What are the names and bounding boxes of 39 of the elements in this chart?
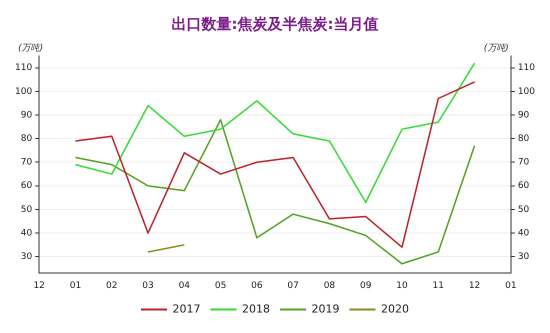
y-tick-label: 100	[14, 86, 32, 97]
x-tick-label: 12	[468, 280, 480, 291]
legend-label: 2017	[172, 302, 201, 316]
y-tick-label: 80	[20, 134, 32, 144]
y-tick-label: 90	[20, 110, 32, 120]
x-tick-label: 02	[106, 280, 118, 291]
y-tick-label: 40	[20, 228, 32, 238]
y2-tick-label: 30	[518, 252, 530, 262]
y-axis-title: (万吨)	[18, 42, 44, 54]
y-tick-label: 30	[20, 252, 32, 262]
x-tick-label: 06	[251, 280, 263, 291]
x-tick-label: 01	[505, 280, 517, 291]
y2-tick-label: 90	[518, 110, 530, 120]
x-tick-label: 11	[432, 280, 444, 291]
y2-axis-title: (万吨)	[484, 42, 509, 54]
x-tick-label: 04	[178, 280, 190, 291]
y-tick-label: 110	[14, 63, 32, 74]
y2-tick-label: 50	[518, 204, 530, 215]
x-tick-label: 07	[287, 280, 299, 291]
legend-label: 2019	[312, 302, 340, 316]
x-tick-label: 12	[33, 280, 45, 291]
x-tick-label: 01	[70, 280, 82, 291]
legend-label: 2020	[380, 302, 409, 316]
y2-tick-label: 40	[518, 228, 530, 238]
y-tick-label: 50	[20, 204, 32, 215]
y2-tick-label: 70	[518, 158, 530, 168]
x-tick-label: 09	[360, 280, 372, 291]
legend-label: 2018	[242, 302, 270, 316]
x-tick-label: 05	[214, 280, 226, 291]
y-tick-label: 70	[20, 158, 32, 168]
y2-tick-label: 100	[518, 86, 536, 97]
x-tick-label: 08	[324, 280, 336, 291]
y2-tick-label: 110	[518, 63, 536, 74]
y2-tick-label: 80	[518, 134, 530, 144]
x-tick-label: 10	[396, 280, 408, 291]
y2-tick-label: 60	[518, 181, 530, 192]
x-tick-label: 03	[142, 280, 154, 291]
y-tick-label: 60	[20, 181, 32, 192]
chart-title: 出口数量:焦炭及半焦炭:当月值	[172, 14, 378, 33]
